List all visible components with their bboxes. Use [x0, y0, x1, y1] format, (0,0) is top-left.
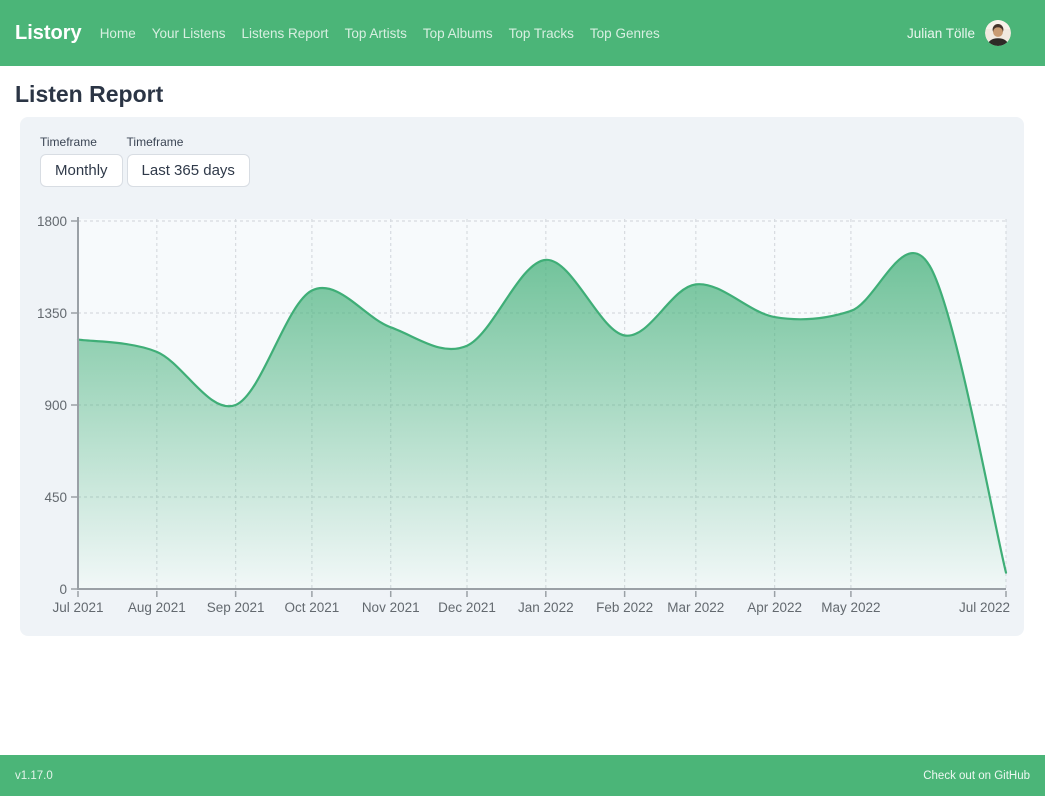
- report-card: Timeframe Monthly Timeframe Last 365 day…: [20, 117, 1024, 636]
- y-tick-label: 900: [44, 398, 67, 413]
- main-content: Listen Report Timeframe Monthly Timefram…: [0, 66, 1045, 636]
- x-tick-label: Feb 2022: [596, 600, 653, 615]
- x-tick-label: Dec 2021: [438, 600, 496, 615]
- timeframe-range-group: Timeframe Last 365 days: [126, 135, 250, 187]
- x-tick-label: Jan 2022: [518, 600, 574, 615]
- x-tick-label: Jul 2022: [959, 600, 1010, 615]
- timeframe-mode-select[interactable]: Monthly: [40, 154, 123, 187]
- x-tick-label: Apr 2022: [747, 600, 802, 615]
- nav-item-home[interactable]: Home: [99, 25, 136, 41]
- timeframe-controls: Timeframe Monthly Timeframe Last 365 day…: [40, 135, 250, 187]
- y-tick-label: 0: [59, 582, 67, 597]
- x-tick-label: Nov 2021: [362, 600, 420, 615]
- footer: v1.17.0 Check out on GitHub: [0, 755, 1045, 796]
- timeframe-range-select[interactable]: Last 365 days: [126, 154, 250, 187]
- nav-item-your-listens[interactable]: Your Listens: [151, 25, 226, 41]
- app-version: v1.17.0: [15, 769, 53, 782]
- y-tick-label: 1800: [37, 214, 67, 229]
- listen-report-chart[interactable]: 0 450 900 1350 1800 Jul 2021 Aug 2021 Sep 2021 O…: [20, 117, 1024, 636]
- nav-item-top-artists[interactable]: Top Artists: [344, 25, 407, 41]
- github-link[interactable]: Check out on GitHub: [923, 769, 1030, 782]
- x-tick-label: Aug 2021: [128, 600, 186, 615]
- x-tick-label: Oct 2021: [285, 600, 340, 615]
- area-fill: [78, 253, 1006, 589]
- x-tick-label: May 2022: [821, 600, 880, 615]
- page-title: Listen Report: [15, 81, 164, 107]
- nav-item-listens-report[interactable]: Listens Report: [241, 25, 329, 41]
- timeframe-mode-label: Timeframe: [40, 135, 97, 149]
- avatar-photo: [985, 20, 1011, 46]
- user-menu: Julian Tölle: [907, 20, 1011, 46]
- y-tick-label: 450: [44, 490, 67, 505]
- y-tick-label: 1350: [37, 306, 67, 321]
- x-tick-label: Sep 2021: [207, 600, 265, 615]
- timeframe-range-label: Timeframe: [126, 135, 184, 149]
- brand-logo[interactable]: Listory: [15, 21, 82, 44]
- x-tick-label: Mar 2022: [667, 600, 724, 615]
- navbar: Listory Home Your Listens Listens Report…: [0, 0, 1045, 66]
- area-line: [76, 252, 1008, 574]
- nav-item-top-genres[interactable]: Top Genres: [589, 25, 660, 41]
- x-tick-label: Jul 2021: [52, 600, 103, 615]
- timeframe-mode-group: Timeframe Monthly: [40, 135, 123, 187]
- avatar[interactable]: [985, 20, 1011, 46]
- nav-item-top-albums[interactable]: Top Albums: [422, 25, 493, 41]
- nav-links: Home Your Listens Listens Report Top Art…: [92, 26, 668, 41]
- nav-item-top-tracks[interactable]: Top Tracks: [508, 25, 574, 41]
- user-name[interactable]: Julian Tölle: [906, 25, 975, 41]
